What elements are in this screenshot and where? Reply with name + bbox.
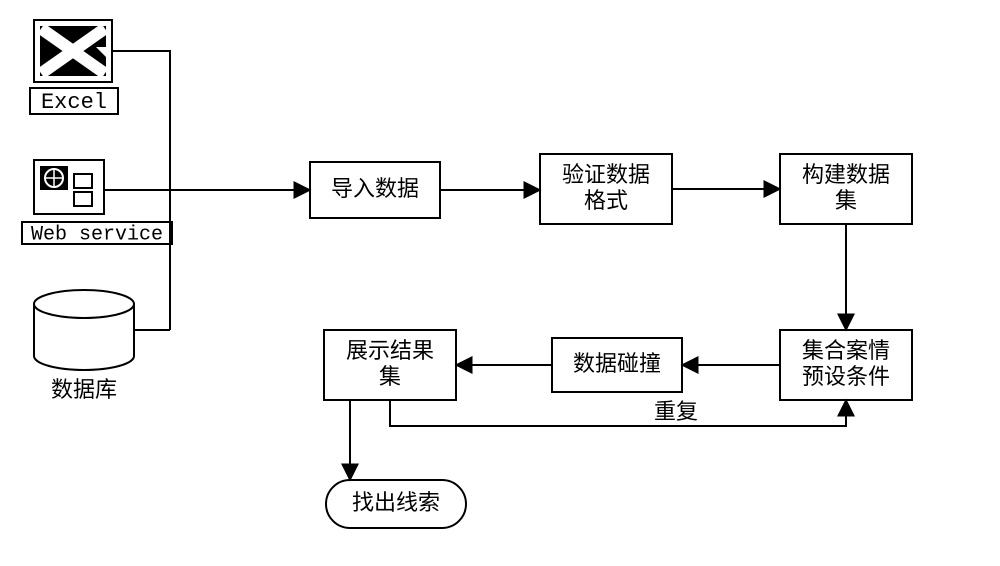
svg-text:构建数据: 构建数据 xyxy=(802,162,890,187)
validate-format-box: 验证数据格式 xyxy=(540,154,672,224)
svg-text:集: 集 xyxy=(379,364,401,389)
preset-conditions-box: 集合案情预设条件 xyxy=(780,330,912,400)
svg-text:格式: 格式 xyxy=(584,188,628,213)
svg-text:Excel: Excel xyxy=(41,90,107,115)
connectors: 重复 xyxy=(104,51,846,480)
svg-text:找出线索: 找出线索 xyxy=(352,490,440,515)
svg-text:展示结果: 展示结果 xyxy=(346,338,434,363)
svg-text:导入数据: 导入数据 xyxy=(331,176,419,201)
webservice-label: Web service xyxy=(22,222,172,246)
build-dataset-box: 构建数据集 xyxy=(780,154,912,224)
database-label: 数据库 xyxy=(51,377,117,402)
loop-label: 重复 xyxy=(654,399,698,424)
flowchart-canvas: Excel Web service 数据库 导入数据 验证数据格式 构建数据集 … xyxy=(0,0,1000,566)
svg-text:集: 集 xyxy=(835,188,857,213)
display-results-box: 展示结果集 xyxy=(324,330,456,400)
find-clue-terminator: 找出线索 xyxy=(326,480,466,528)
excel-label: Excel xyxy=(30,88,118,115)
svg-text:集合案情: 集合案情 xyxy=(802,338,890,363)
svg-text:数据碰撞: 数据碰撞 xyxy=(573,351,661,376)
database-icon xyxy=(34,290,134,370)
import-data-box: 导入数据 xyxy=(310,162,440,218)
svg-text:验证数据: 验证数据 xyxy=(562,162,650,187)
svg-text:预设条件: 预设条件 xyxy=(802,364,890,389)
svg-text:Web service: Web service xyxy=(31,223,163,246)
data-collision-box: 数据碰撞 xyxy=(552,338,682,392)
webservice-icon xyxy=(34,160,104,214)
excel-icon xyxy=(34,20,112,82)
